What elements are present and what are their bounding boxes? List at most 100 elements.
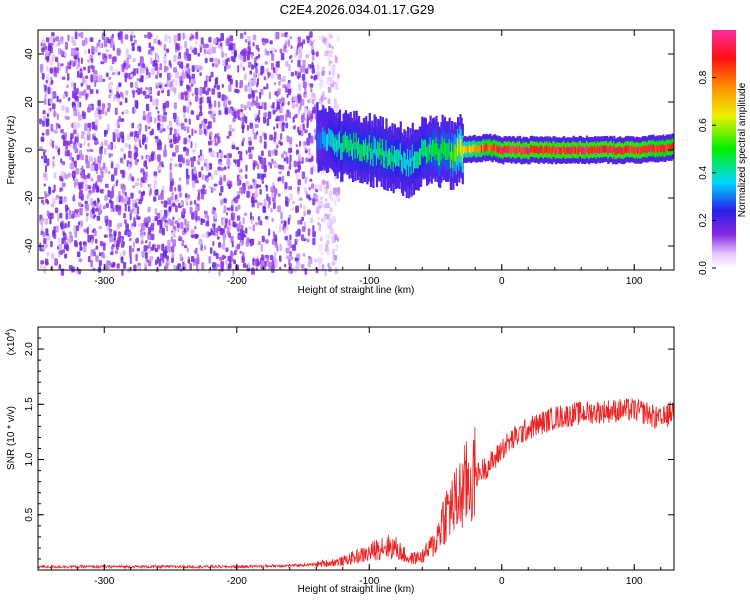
spectrogram-cell (195, 94, 199, 101)
spectrogram-cell (80, 82, 84, 87)
spectrogram-cell (252, 224, 255, 232)
spectrogram-cell (269, 40, 273, 45)
spectrogram-ridge-cell (647, 144, 650, 152)
spectrogram-ridge-cell (445, 143, 448, 160)
spectrogram-ridge-cell (569, 147, 572, 155)
spectrogram-cell (109, 251, 114, 255)
spectrogram-ridge-cell (626, 145, 629, 153)
spectrogram-cell (199, 149, 202, 157)
spectrogram-ridge-cell (662, 143, 665, 152)
spectrogram-cell (303, 66, 306, 74)
spectrogram-cell (60, 171, 65, 177)
snr-series-line (37, 398, 675, 570)
spectrogram-cell (76, 154, 81, 159)
spectrogram-cell (124, 195, 129, 202)
spectrogram-cell (134, 137, 139, 143)
spectrogram-cell (108, 76, 112, 80)
colorbar-label: Normalized spectral amplitude (737, 82, 748, 217)
spectrogram-cell (261, 235, 265, 243)
spectrogram-cell (209, 57, 214, 62)
spectrogram-cell (213, 100, 217, 108)
spectrogram-cell (243, 31, 247, 35)
spectrogram-cell (288, 136, 293, 145)
spectrogram-cell (330, 80, 334, 85)
spectrogram-cell (94, 238, 98, 244)
spectrogram-cell (324, 268, 327, 277)
spectrogram-cell (127, 205, 131, 212)
spectrogram-cell (245, 180, 250, 185)
spectrogram-cell (73, 224, 76, 231)
spectrogram-ridge-cell (652, 143, 655, 152)
spectrogram-cell (39, 118, 42, 125)
spectrogram-cell (158, 195, 161, 201)
spectrogram-cell (135, 203, 138, 208)
spectrogram-cell (71, 172, 76, 177)
spectrogram-cell (250, 53, 254, 60)
spectrogram-cell (151, 68, 155, 76)
spectrogram-cell (43, 172, 46, 178)
spectrogram-cell (49, 99, 53, 105)
spectrogram-cell (50, 123, 54, 132)
spectrogram-ridge-cell (482, 144, 485, 152)
spectrogram-cell (289, 234, 292, 241)
spectrogram-cell (297, 220, 301, 225)
spectrogram-ridge-cell (436, 143, 439, 161)
spectrogram-cell (167, 239, 171, 246)
spectrogram-cell (239, 250, 243, 254)
spectrogram-cell (292, 95, 297, 102)
spectrogram-cell (81, 40, 86, 47)
spectrogram-cell (327, 263, 331, 268)
spectrogram-ridge-cell (637, 147, 640, 155)
spectrogram-ridge-cell (393, 146, 396, 163)
spectrogram-cell (247, 61, 252, 68)
spectrogram-cell (187, 259, 191, 264)
spectrogram-cell (105, 49, 110, 53)
spectrogram-cell (87, 192, 91, 197)
spectrogram-cell (156, 71, 160, 76)
spectrogram-cell (321, 179, 326, 185)
spectrogram-ridge-cell (513, 145, 516, 154)
spectrogram-cell (154, 208, 157, 215)
spectrogram-cell (203, 245, 207, 251)
spectrogram-ridge-cell (515, 147, 518, 155)
spectrogram-ridge-cell (406, 148, 410, 166)
spectrogram-cell (122, 65, 125, 70)
spectrogram-cell (66, 207, 70, 211)
spectrogram-cell (200, 166, 204, 171)
spectrogram-cell (264, 38, 269, 44)
spectrogram-cells (39, 31, 674, 277)
spectrogram-cell (269, 255, 274, 261)
spectrogram-cell (131, 122, 134, 129)
spectrogram-cell (182, 105, 187, 113)
spectrogram-cell (159, 222, 162, 230)
spectrogram-cell (137, 45, 140, 52)
spectrogram-cell (274, 260, 278, 268)
spectrogram-cell (306, 123, 309, 129)
spectrogram-cell (131, 223, 135, 227)
snr-y-multiplier-close: ) (6, 329, 17, 332)
spectrogram-ridge-cell (526, 146, 529, 154)
spectrogram-ridge-cell (579, 145, 582, 153)
spectrogram-cell (297, 228, 301, 237)
spectrogram-cell (157, 142, 162, 151)
snr-y-ticks: 0.51.01.52.0 (24, 337, 674, 560)
spectrogram-cell (102, 165, 105, 171)
spectrogram-cell (129, 173, 132, 180)
spectrogram-cell (110, 209, 114, 213)
spectrogram-cell (120, 118, 125, 122)
spectrogram-x-tick-label: -200 (227, 276, 247, 287)
spectrogram-cell (331, 69, 335, 77)
spectrogram-cell (303, 187, 307, 193)
spectrogram-cell (148, 72, 151, 79)
spectrogram-cell (288, 186, 293, 191)
spectrogram-cell (50, 87, 53, 95)
spectrogram-cell (101, 107, 105, 115)
spectrogram-cell (147, 126, 151, 130)
spectrogram-cell (199, 88, 203, 96)
spectrogram-cell (212, 241, 215, 247)
spectrogram-cell (112, 134, 116, 143)
spectrogram-cell (274, 243, 279, 248)
spectrogram-cell (311, 68, 316, 74)
spectrogram-ridge-cell (612, 147, 615, 155)
spectrogram-cell (252, 127, 255, 135)
